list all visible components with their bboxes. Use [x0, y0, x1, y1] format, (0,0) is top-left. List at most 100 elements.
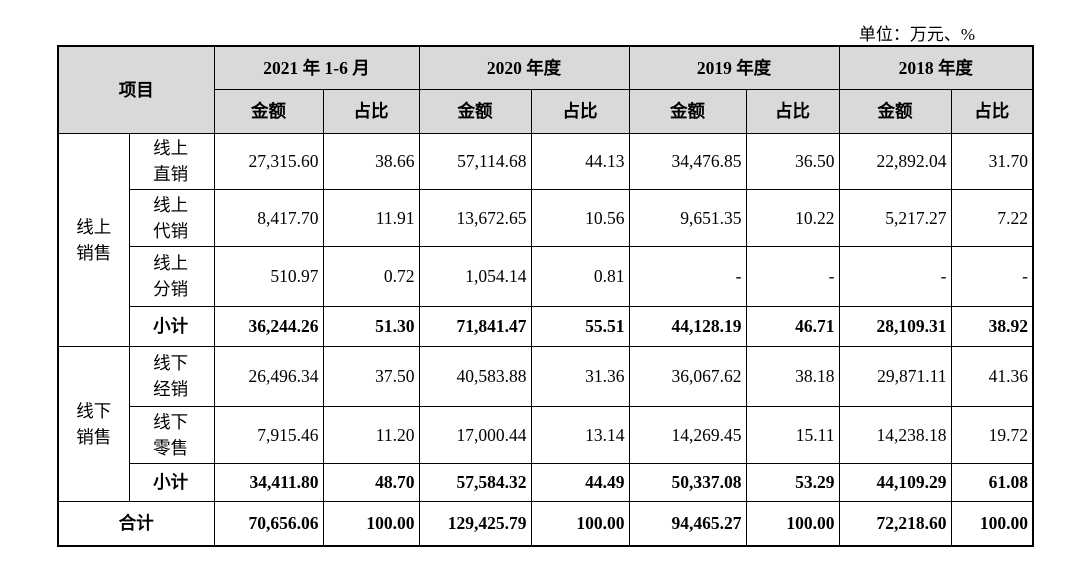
table-cell: 线下销售: [57, 345, 130, 502]
table-cell: 金额: [838, 88, 952, 134]
table-cell: -: [628, 245, 747, 307]
table-cell: 38.18: [745, 345, 840, 407]
table-cell: 2018 年度: [838, 45, 1034, 90]
table-cell: 61.08: [950, 462, 1034, 502]
table-cell: 50,337.08: [628, 462, 747, 502]
table-cell: 29,871.11: [838, 345, 952, 407]
table-cell: 11.20: [322, 405, 420, 464]
table-cell: 占比: [322, 88, 420, 134]
table-row: 小计 34,411.80 48.70 57,584.32 44.49 50,337.08 5…: [58, 462, 1034, 502]
table-cell: 线下经销: [128, 345, 215, 407]
table-cell: 37.50: [322, 345, 420, 407]
table-cell: 57,584.32: [418, 462, 532, 502]
cell-text: 小计: [153, 316, 189, 336]
table-row: 线上销售 线上直销 27,315.60 38.66 57,114.68 44.13 34,4…: [57, 132, 1034, 347]
table-cell: 40,583.88: [418, 345, 532, 407]
table-cell: 41.36: [950, 345, 1034, 407]
table-cell: 34,476.85: [628, 132, 747, 190]
table-cell: 金额: [628, 88, 747, 134]
cell-text: 线上销售: [76, 216, 112, 263]
table-cell: -: [745, 245, 840, 307]
cell-text: 线下销售: [76, 400, 112, 447]
table-row: 小计 36,244.26 51.30 71,841.47 55.51 44,128.19 4…: [58, 305, 1034, 347]
table-cell: 10.22: [745, 188, 840, 247]
table-cell: 小计: [128, 305, 215, 347]
table-cell: 100.00: [950, 500, 1034, 547]
table-cell: 合计: [57, 500, 215, 547]
table-cell: 28,109.31: [838, 305, 952, 347]
table-cell: 金额: [418, 88, 532, 134]
table-cell: 510.97: [213, 245, 324, 307]
table-cell: 线上分销: [128, 245, 215, 307]
table-cell: 占比: [530, 88, 630, 134]
table-cell: 44.49: [530, 462, 630, 502]
table-cell: 44.13: [530, 132, 630, 190]
table-cell: 线上代销: [128, 188, 215, 247]
table-cell: 2020 年度: [418, 45, 630, 90]
table-row: 金额 占比 金额 占比 金额 占比 金额 占比: [58, 88, 1034, 134]
table-cell: 9,651.35: [628, 188, 747, 247]
cell-text: 线上分销: [153, 253, 189, 299]
table-cell: 15.11: [745, 405, 840, 464]
table-cell: 17,000.44: [418, 405, 532, 464]
table-cell: 100.00: [745, 500, 840, 547]
unit-note: 单位：万元、%: [858, 25, 975, 44]
table-cell: 57,114.68: [418, 132, 532, 190]
table-cell: 8,417.70: [213, 188, 324, 247]
table-cell: 14,269.45: [628, 405, 747, 464]
table-cell: 34,411.80: [213, 462, 324, 502]
table-cell: 38.66: [322, 132, 420, 190]
table-cell: 1,054.14: [418, 245, 532, 307]
table-cell: 36.50: [745, 132, 840, 190]
table-cell: 53.29: [745, 462, 840, 502]
table-cell: 19.72: [950, 405, 1034, 464]
table-cell: -: [950, 245, 1034, 307]
table-cell: 2021 年 1-6 月: [213, 45, 420, 90]
table-cell: 100.00: [530, 500, 630, 547]
table-cell: 占比: [745, 88, 840, 134]
table-cell: 0.72: [322, 245, 420, 307]
table-cell: 金额: [213, 88, 324, 134]
table-cell: 小计: [128, 462, 215, 502]
table-cell: 71,841.47: [418, 305, 532, 347]
table-cell: 线下零售: [128, 405, 215, 464]
table-row: 线下零售 7,915.46 11.20 17,000.44 13.14 14,269.45…: [58, 405, 1034, 464]
table-cell: 线上直销: [128, 132, 215, 190]
table-cell: 38.92: [950, 305, 1034, 347]
table-cell: 0.81: [530, 245, 630, 307]
table-row: 线上代销 8,417.70 11.91 13,672.65 10.56 9,651.35 1…: [58, 188, 1034, 247]
table-row: 线上分销 510.97 0.72 1,054.14 0.81- - - -: [58, 245, 1034, 307]
table-cell: 项目: [57, 45, 215, 134]
table-cell: 44,128.19: [628, 305, 747, 347]
table-cell: 13.14: [530, 405, 630, 464]
table-cell: 26,496.34: [213, 345, 324, 407]
table-cell: 48.70: [322, 462, 420, 502]
cell-text: 小计: [153, 472, 189, 492]
table-cell: 27,315.60: [213, 132, 324, 190]
table-cell: 7,915.46: [213, 405, 324, 464]
table-cell: 72,218.60: [838, 500, 952, 547]
table-cell: 31.36: [530, 345, 630, 407]
table-row: 项目 2021 年 1-6 月 2020 年度 2019 年度 2018 年度: [57, 45, 1034, 134]
table-cell: 51.30: [322, 305, 420, 347]
cell-text: 线上直销: [153, 138, 189, 184]
table-row: 合计 70,656.06 100.00 129,425.79 100.00 94,465.…: [57, 500, 1034, 547]
table-cell: 5,217.27: [838, 188, 952, 247]
table-cell: -: [838, 245, 952, 307]
table-cell: 11.91: [322, 188, 420, 247]
table-cell: 36,067.62: [628, 345, 747, 407]
table-cell: 94,465.27: [628, 500, 747, 547]
table-cell: 44,109.29: [838, 462, 952, 502]
table-cell: 线上销售: [57, 132, 130, 347]
cell-text: 线上代销: [153, 194, 189, 241]
table-cell: 36,244.26: [213, 305, 324, 347]
table-cell: 31.70: [950, 132, 1034, 190]
sales-table: 项目 2021 年 1-6 月 2020 年度 2019 年度 2018 年度 金额 占比金…: [57, 45, 1034, 547]
table-cell: 55.51: [530, 305, 630, 347]
table-cell: 22,892.04: [838, 132, 952, 190]
table-cell: 占比: [950, 88, 1034, 134]
cell-text: 线下零售: [153, 411, 189, 458]
table-cell: 14,238.18: [838, 405, 952, 464]
table-cell: 13,672.65: [418, 188, 532, 247]
